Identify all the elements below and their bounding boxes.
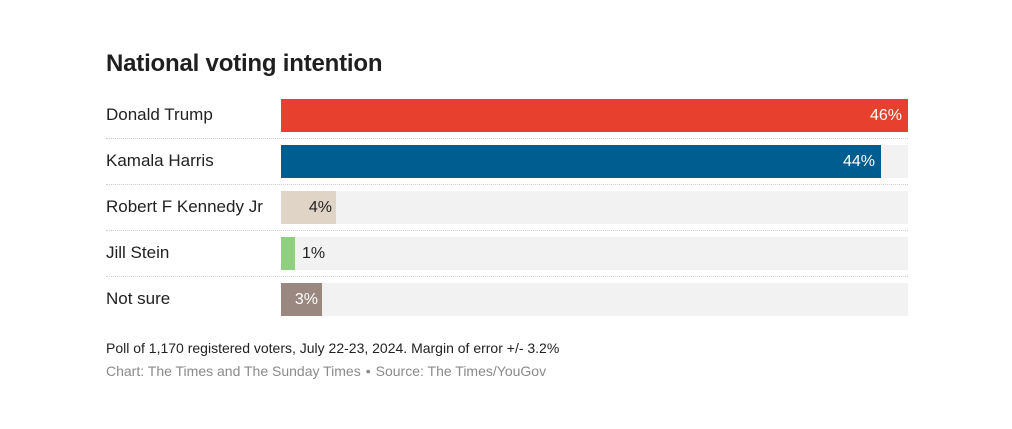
chart-title: National voting intention [106,50,383,77]
bar-track [281,145,908,178]
bar-track [281,99,908,132]
bar-row: Kamala Harris 44% [106,138,908,184]
bar [281,145,881,178]
source-text: Source: The Times/YouGov [375,363,547,379]
bar [281,237,295,270]
bar-row: Not sure 3% [106,276,908,322]
separator-dot: • [365,363,371,379]
row-divider [106,184,908,185]
bar-row: Donald Trump 46% [106,92,908,138]
bar-row: Robert F Kennedy Jr 4% [106,184,908,230]
row-divider [106,230,908,231]
row-divider [106,138,908,139]
value-label: 4% [308,199,332,216]
value-label: 44% [842,153,875,170]
category-label: Kamala Harris [106,151,214,170]
bar-track [281,283,908,316]
bar-row: Jill Stein 1% [106,230,908,276]
category-label: Donald Trump [106,105,213,124]
footnote: Poll of 1,170 registered voters, July 22… [106,340,560,356]
row-divider [106,276,908,277]
category-label: Jill Stein [106,243,170,262]
source-line: Chart: The Times and The Sunday Times • So… [106,363,546,379]
category-label: Not sure [106,289,171,308]
bar-track [281,237,908,270]
bar-track [281,191,908,224]
bar [281,99,908,132]
category-label: Robert F Kennedy Jr [106,197,263,216]
credit-text: Chart: The Times and The Sunday Times [106,363,361,379]
bar [281,283,322,316]
bar [281,191,336,224]
value-label: 3% [294,291,318,308]
value-label: 46% [869,107,902,124]
value-label: 1% [302,245,326,262]
